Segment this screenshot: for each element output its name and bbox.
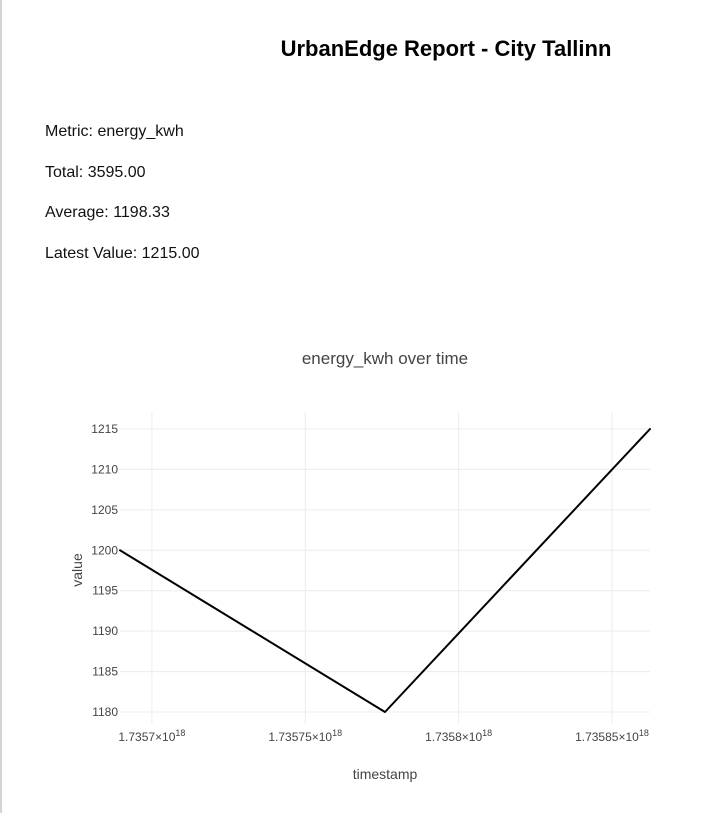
y-axis-label: value <box>69 553 85 587</box>
y-tick-label: 1210 <box>91 462 118 476</box>
series-line <box>119 428 651 713</box>
x-tick-exponent: 18 <box>482 728 492 738</box>
y-tick-label: 1195 <box>92 584 118 598</box>
x-tick-label: 1.7357×1018 <box>118 728 185 744</box>
y-tick-label: 1215 <box>91 422 118 436</box>
line-chart-container: energy_kwh over time 1180 1185 1190 1195 120… <box>0 330 717 813</box>
x-tick-mantissa: 1.7357×10 <box>118 730 175 744</box>
x-tick-exponent: 18 <box>175 728 185 738</box>
y-axis-ticks: 1180 1185 1190 1195 1200 1205 1210 1215 <box>91 422 118 719</box>
report-stats: Metric: energy_kwh Total: 3595.00 Averag… <box>45 120 200 282</box>
x-tick-mantissa: 1.73575×10 <box>268 730 332 744</box>
total-line: Total: 3595.00 <box>45 163 146 181</box>
x-tick-mantissa: 1.73585×10 <box>575 730 639 744</box>
x-tick-exponent: 18 <box>332 728 342 738</box>
x-tick-label: 1.73585×1018 <box>575 728 649 744</box>
page-left-border <box>0 0 2 813</box>
y-tick-label: 1180 <box>92 705 118 719</box>
x-tick-label: 1.7358×1018 <box>425 728 492 744</box>
y-tick-label: 1185 <box>92 665 118 679</box>
average-line: Average: 1198.33 <box>45 204 170 221</box>
x-tick-label: 1.73575×1018 <box>268 728 342 744</box>
chart-grid <box>120 412 650 724</box>
chart-series <box>119 428 651 713</box>
line-chart: energy_kwh over time 1180 1185 1190 1195 120… <box>69 349 651 782</box>
y-tick-label: 1190 <box>92 624 118 638</box>
latest-value-line: Latest Value: 1215.00 <box>45 244 200 262</box>
metric-line: Metric: energy_kwh <box>45 123 184 140</box>
y-tick-label: 1205 <box>91 503 118 517</box>
x-tick-mantissa: 1.7358×10 <box>425 730 482 744</box>
y-tick-label: 1200 <box>91 543 118 557</box>
report-title: UrbanEdge Report - City Tallinn <box>280 36 612 61</box>
x-tick-exponent: 18 <box>639 728 649 738</box>
x-axis-ticks: 1.7357×1018 1.73575×1018 1.7358×1018 1.7358… <box>118 728 648 744</box>
chart-title: energy_kwh over time <box>302 349 468 368</box>
x-axis-label: timestamp <box>353 766 418 782</box>
